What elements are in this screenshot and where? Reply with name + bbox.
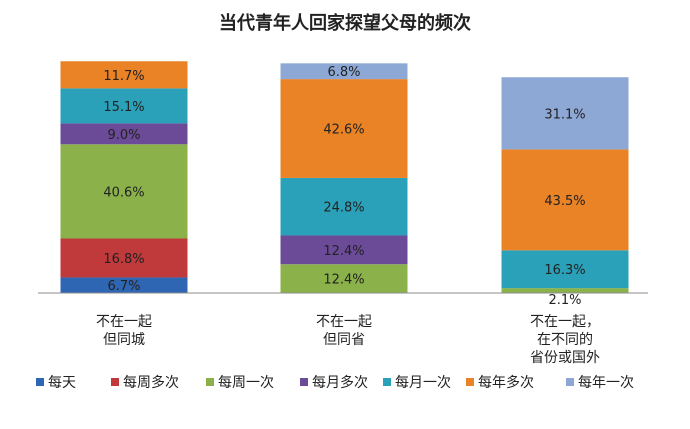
- bar-segment: [60, 123, 188, 145]
- bar-segment: [280, 63, 408, 80]
- data-label: 2.1%: [548, 293, 581, 308]
- category-label: 不在一起，: [530, 314, 600, 330]
- legend-swatch: [383, 378, 391, 386]
- data-label: 31.1%: [544, 107, 585, 122]
- category-label: 但同城: [103, 332, 145, 348]
- data-label: 15.1%: [103, 100, 144, 115]
- legend-swatch: [111, 378, 119, 386]
- legend-label: 每月多次: [312, 374, 368, 391]
- category-label: 省份或国外: [530, 350, 600, 366]
- legend-swatch: [36, 378, 44, 386]
- data-label: 16.8%: [103, 252, 144, 267]
- legend-swatch: [300, 378, 308, 386]
- legend-swatch: [466, 378, 474, 386]
- legend-label: 每年一次: [578, 375, 634, 391]
- bar-segment: [280, 264, 408, 293]
- legend-swatch: [206, 378, 214, 386]
- bar-segment: [60, 277, 188, 293]
- bar-segment: [60, 61, 188, 89]
- bar-segment: [280, 79, 408, 178]
- data-label: 9.0%: [107, 128, 140, 143]
- chart-title: 当代青年人回家探望父母的频次: [219, 12, 471, 34]
- legend-label: 每周多次: [123, 374, 179, 391]
- data-label: 12.4%: [323, 273, 364, 288]
- bar-segment: [60, 144, 188, 239]
- bar-segment: [501, 288, 629, 293]
- data-label: 43.5%: [544, 194, 585, 209]
- legend-swatch: [566, 378, 574, 386]
- category-label: 不在一起: [316, 314, 372, 330]
- legend-label: 每天: [48, 375, 76, 391]
- bar-segment: [60, 238, 188, 278]
- data-label: 11.7%: [103, 69, 144, 84]
- bar-segment: [280, 235, 408, 265]
- bar-segment: [501, 250, 629, 289]
- legend-label: 每周一次: [218, 375, 274, 391]
- data-label: 40.6%: [103, 185, 144, 200]
- legend: 每天 每周多次 每周一次 每月多次 每月一次 每年多次 每年一次: [36, 374, 634, 391]
- bar-segment: [60, 88, 188, 124]
- data-label: 24.8%: [323, 201, 364, 216]
- data-label: 42.6%: [323, 123, 364, 138]
- data-label: 6.8%: [327, 65, 360, 80]
- category-label: 不在一起: [96, 314, 152, 330]
- legend-label: 每年多次: [478, 374, 534, 391]
- bar-segment: [280, 177, 408, 236]
- bars-layer: 6.7% 16.8% 40.6% 9.0% 15.1% 11.7% 12.4% 12.4% 24…: [60, 61, 629, 308]
- data-label: 16.3%: [544, 263, 585, 278]
- bar-segment: [501, 149, 629, 251]
- data-label: 12.4%: [323, 244, 364, 259]
- legend-label: 每月一次: [395, 375, 451, 391]
- data-label: 6.7%: [107, 279, 140, 294]
- category-label: 在不同的: [537, 332, 593, 348]
- category-label: 但同省: [323, 332, 365, 348]
- bar-segment: [501, 77, 629, 150]
